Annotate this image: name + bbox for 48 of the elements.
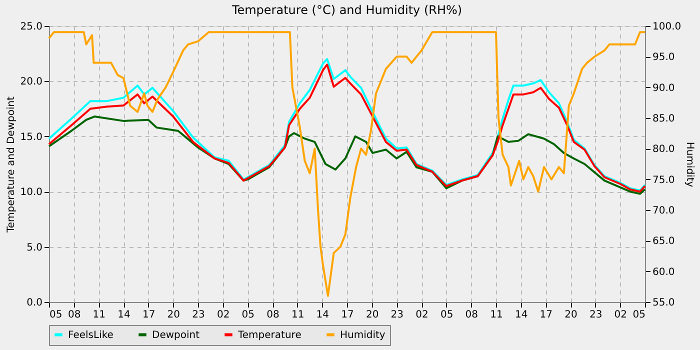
y-tick-label: 10.0 xyxy=(20,187,42,198)
x-tick-label: 05 xyxy=(632,310,646,320)
x-tick-label: 08 xyxy=(68,310,81,320)
y-tick-label: 20.0 xyxy=(20,76,42,88)
x-tick-label: 14 xyxy=(514,310,528,320)
y2-tick-label: 55.0 xyxy=(652,298,675,308)
x-tick-label: 02 xyxy=(614,310,628,320)
y-tick-label: 25.0 xyxy=(20,22,42,32)
legend-label: Temperature xyxy=(237,330,302,341)
legend-label: FeelsLike xyxy=(68,330,114,341)
y-tick-label: 0.0 xyxy=(26,298,42,308)
legend-label: Humidity xyxy=(340,330,386,341)
x-tick-label: 11 xyxy=(92,310,106,320)
x-tick-label: 20 xyxy=(564,310,578,320)
y2-tick-label: 80.0 xyxy=(652,144,675,156)
x-tick-label: 20 xyxy=(167,310,180,320)
y2-tick-label: 85.0 xyxy=(652,114,675,124)
y2-axis-title: Humidity xyxy=(684,142,696,188)
y2-tick-label: 70.0 xyxy=(652,206,675,216)
y2-tick-label: 75.0 xyxy=(652,174,675,186)
legend-label: Dewpoint xyxy=(152,330,200,341)
y2-tick-label: 100.0 xyxy=(652,22,682,32)
x-tick-label: 23 xyxy=(192,310,205,320)
y2-tick-label: 65.0 xyxy=(652,236,675,248)
x-tick-label: 11 xyxy=(291,310,304,320)
x-tick-label: 02 xyxy=(216,310,230,320)
x-tick-label: 23 xyxy=(390,310,404,320)
x-tick-label: 14 xyxy=(316,310,330,320)
x-tick-label: 20 xyxy=(366,310,379,320)
y2-tick-label: 90.0 xyxy=(652,82,675,94)
y-axis-title: Temperature and Dewpoint xyxy=(6,96,18,234)
x-tick-label: 05 xyxy=(50,310,62,320)
x-tick-label: 17 xyxy=(341,310,354,320)
x-tick-label: 23 xyxy=(589,310,602,320)
x-tick-label: 08 xyxy=(266,310,280,320)
x-tick-label: 14 xyxy=(118,310,130,320)
y2-tick-label: 95.0 xyxy=(652,52,675,64)
x-tick-label: 17 xyxy=(142,310,156,320)
chart-title: Temperature (°C) and Humidity (RH%) xyxy=(230,3,462,17)
y-tick-label: 15.0 xyxy=(20,132,42,143)
x-tick-label: 05 xyxy=(242,310,255,320)
x-tick-label: 05 xyxy=(440,310,454,320)
x-tick-label: 02 xyxy=(416,310,428,320)
x-tick-label: 11 xyxy=(490,310,503,320)
y-tick-label: 5.0 xyxy=(26,242,42,254)
x-tick-label: 08 xyxy=(465,310,478,320)
y2-tick-label: 60.0 xyxy=(652,266,675,278)
x-tick-label: 17 xyxy=(540,310,553,320)
